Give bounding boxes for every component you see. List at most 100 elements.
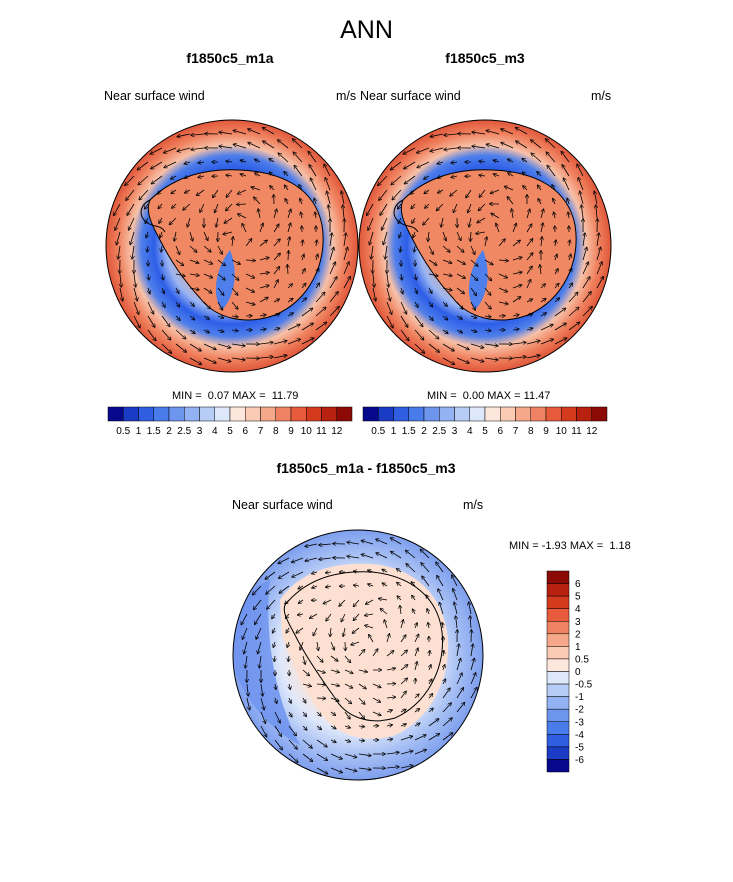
wind-arrow	[302, 753, 313, 761]
wind-arrow	[415, 273, 416, 280]
wind-arrow	[379, 189, 388, 200]
wind-arrow	[316, 767, 328, 774]
wind-arrow	[540, 209, 543, 219]
wind-arrow	[284, 172, 289, 177]
wind-arrow	[438, 190, 444, 193]
wind-arrow	[289, 711, 292, 717]
wind-arrow	[326, 613, 332, 621]
wind-arrow	[424, 176, 430, 179]
wind-arrow	[269, 172, 275, 177]
wind-arrow	[133, 315, 140, 328]
colorbar-swatch	[546, 746, 570, 760]
wind-arrow	[386, 668, 395, 670]
wind-arrow	[411, 189, 416, 194]
wind-arrow	[162, 273, 163, 280]
wind-arrow	[330, 655, 338, 661]
wind-arrow	[578, 178, 584, 191]
wind-arrow	[354, 585, 360, 586]
wind-arrow	[258, 209, 260, 219]
wind-arrow	[470, 259, 478, 266]
wind-arrow	[456, 330, 462, 333]
wind-arrow	[456, 301, 463, 309]
wind-arrow	[353, 613, 360, 620]
wind-arrow	[496, 223, 500, 233]
wind-arrow	[428, 694, 432, 699]
wind-arrow	[261, 683, 263, 696]
wind-arrow	[367, 203, 374, 215]
wind-arrow	[582, 277, 590, 289]
wind-arrow	[130, 231, 135, 244]
wind-arrow	[454, 602, 458, 615]
colorbar-swatch	[546, 658, 570, 672]
wind-arrow	[314, 198, 316, 205]
wind-arrow	[386, 287, 390, 301]
wind-arrow	[456, 287, 464, 294]
wind-arrow	[371, 245, 373, 259]
wind-arrow	[531, 153, 542, 163]
panel-3-title: f1850c5_m1a - f1850c5_m3	[276, 460, 456, 476]
wind-vectors-panel-1	[114, 128, 351, 365]
wind-arrow	[279, 571, 290, 578]
wind-arrow	[422, 576, 430, 587]
colorbar-swatch	[393, 406, 409, 422]
wind-arrow	[223, 232, 233, 234]
wind-arrow	[498, 273, 507, 278]
wind-arrow	[273, 253, 280, 261]
wind-arrow	[569, 269, 572, 275]
colorbar-swatch	[214, 406, 231, 422]
wind-arrow	[158, 203, 163, 209]
wind-arrow	[442, 357, 454, 364]
wind-arrow	[138, 175, 149, 185]
wind-arrow	[293, 139, 303, 149]
wind-arrow	[176, 287, 179, 293]
wind-arrow	[479, 161, 486, 162]
wind-arrow	[442, 329, 448, 333]
wind-arrow	[391, 161, 402, 170]
wind-arrow	[325, 178, 331, 191]
wind-arrow	[561, 152, 570, 163]
wind-arrow	[563, 178, 570, 191]
wind-arrow	[341, 613, 346, 622]
wind-arrow	[406, 564, 416, 573]
wind-arrow	[330, 641, 334, 650]
wind-arrow	[289, 697, 291, 703]
colorbar-swatch	[275, 406, 292, 422]
wind-arrow	[411, 203, 416, 209]
wind-arrow	[498, 260, 508, 261]
wind-arrow	[547, 166, 556, 177]
wind-arrow	[470, 301, 475, 310]
map-panel-3	[232, 529, 484, 781]
wind-arrow	[376, 539, 388, 545]
wind-arrow	[301, 283, 306, 289]
wind-arrow	[217, 316, 224, 318]
wind-arrow	[273, 627, 275, 633]
wind-arrow	[260, 697, 264, 710]
wind-arrow	[476, 232, 486, 234]
wind-arrow	[187, 217, 191, 227]
wind-arrow	[258, 641, 262, 654]
colorbar-tick-label: 7	[258, 426, 264, 437]
wind-arrow	[400, 765, 413, 769]
wind-arrow	[429, 651, 430, 657]
wind-arrow	[538, 185, 542, 191]
wind-arrow	[430, 147, 444, 151]
wind-arrow	[278, 557, 290, 563]
wind-arrow	[400, 606, 401, 615]
wind-arrow	[456, 273, 465, 278]
panel-1-title: f1850c5_m1a	[186, 50, 274, 66]
colorbar-swatch	[454, 406, 470, 422]
wind-arrow	[456, 616, 457, 629]
wind-arrow	[203, 316, 209, 319]
wind-arrow	[231, 316, 238, 317]
wind-arrow	[516, 128, 528, 135]
wind-arrow	[316, 711, 321, 716]
wind-arrow	[523, 186, 528, 191]
wind-arrow	[279, 585, 290, 593]
wind-arrow	[287, 209, 291, 219]
wind-arrow	[147, 301, 154, 314]
antarctica-continent	[400, 169, 577, 321]
wind-arrow	[397, 569, 402, 572]
wind-arrow	[429, 665, 431, 671]
wind-arrow	[414, 634, 419, 643]
wind-arrow	[484, 344, 498, 346]
